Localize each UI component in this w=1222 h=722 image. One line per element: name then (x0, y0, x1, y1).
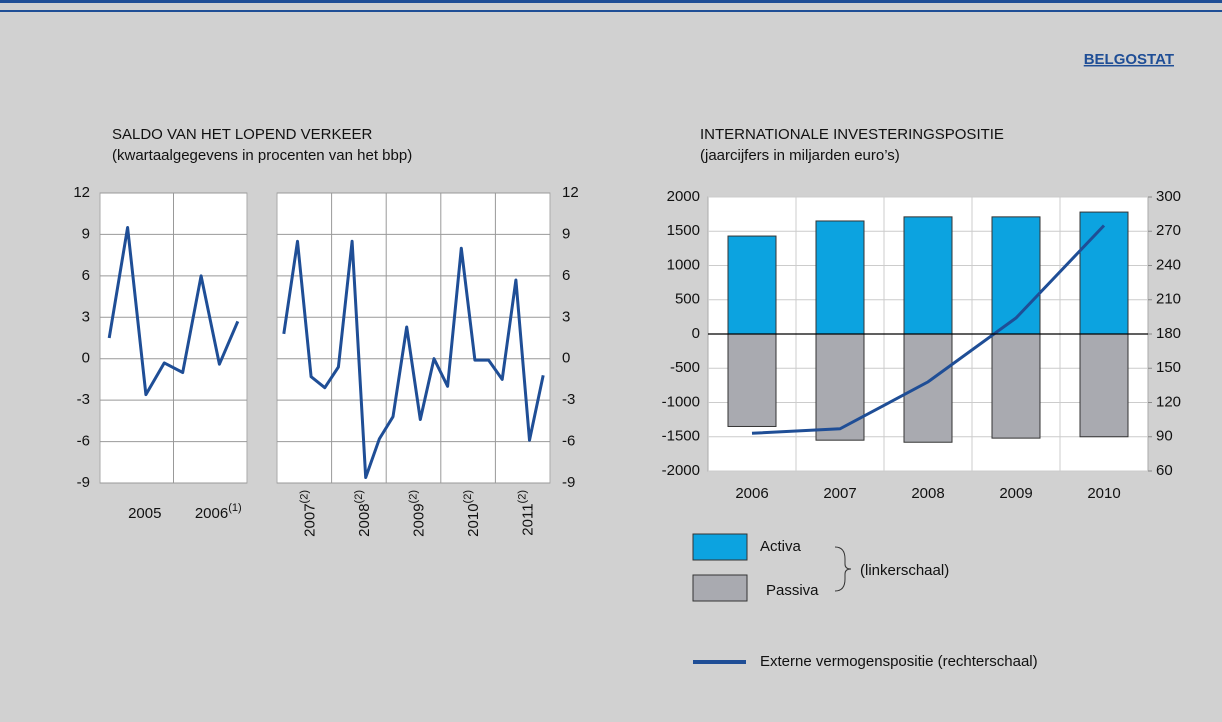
y2-tick-label: 60 (1156, 462, 1173, 479)
line-series (282, 239, 545, 479)
chart-title: INTERNATIONALE INVESTERINGSPOSITIE (700, 126, 1004, 143)
x-tick-label: 2010 (1087, 485, 1120, 502)
year: 2009 (410, 503, 427, 536)
y-tick-label: 1000 (667, 256, 700, 273)
y-tick-label-right: -3 (562, 391, 575, 408)
y-tick-label-right: 0 (562, 350, 570, 367)
x-tick-label: 2006(1) (195, 502, 242, 522)
belgostat-link[interactable]: BELGOSTAT (1084, 51, 1174, 68)
bar (815, 220, 865, 335)
chart-subtitle: (kwartaalgegevens in procenten van het b… (112, 147, 412, 164)
y-tick-label-right: -9 (562, 474, 575, 491)
line-series (751, 224, 1106, 435)
y-tick-label-right: 6 (562, 267, 570, 284)
line-series (107, 226, 240, 397)
y-tick-label: -1500 (662, 428, 700, 445)
y2-tick-label: 240 (1156, 256, 1181, 273)
legend-swatch (692, 574, 748, 602)
bar (903, 333, 953, 443)
x-tick-label: 2009(2) (407, 490, 427, 537)
y-tick-label-right: 9 (562, 225, 570, 242)
bar (903, 216, 953, 335)
y-tick-label: -9 (77, 474, 90, 491)
chart-title: SALDO VAN HET LOPEND VERKEER (112, 126, 373, 143)
bar (727, 235, 777, 335)
bar (815, 333, 865, 441)
y-tick-label: 1500 (667, 222, 700, 239)
legend-label: Passiva (766, 582, 819, 599)
y-tick-label: 2000 (667, 188, 700, 205)
legend-brace (834, 546, 852, 592)
year: 2008 (356, 503, 373, 536)
bar (991, 216, 1041, 335)
x-tick-label: 2009 (999, 485, 1032, 502)
bar (991, 333, 1041, 439)
x-tick-label: 2008 (911, 485, 944, 502)
y-tick-label: -500 (670, 359, 700, 376)
x-tick-label: 2007 (823, 485, 856, 502)
x-tick-label: 2006 (735, 485, 768, 502)
year: 2011 (520, 503, 537, 535)
y2-tick-label: 270 (1156, 222, 1181, 239)
year-note: (2) (298, 490, 310, 503)
y-tick-label: 0 (692, 325, 700, 342)
year-note: (2) (462, 490, 474, 503)
y-tick-label-right: 3 (562, 308, 570, 325)
chart-subtitle: (jaarcijfers in miljarden euro’s) (700, 147, 900, 164)
y-tick-label: 0 (82, 350, 90, 367)
y-tick-label: 500 (675, 291, 700, 308)
year: 2007 (301, 503, 318, 536)
y-tick-label: 3 (82, 308, 90, 325)
top-bar (0, 0, 1222, 3)
legend-label: Activa (760, 538, 802, 555)
y-tick-label: -2000 (662, 462, 700, 479)
legend-note: (linkerschaal) (860, 562, 949, 579)
y2-tick-label: 90 (1156, 428, 1173, 445)
y-tick-label: -6 (77, 433, 90, 450)
y-tick-label: -1000 (662, 393, 700, 410)
y2-tick-label: 120 (1156, 393, 1181, 410)
y-tick-label: 12 (73, 184, 90, 201)
y-tick-label: 9 (82, 225, 90, 242)
year-note: (1) (228, 502, 241, 514)
x-tick-label: 2011(2) (517, 490, 537, 536)
legend-label: Externe vermogenspositie (rechterschaal) (760, 653, 1038, 670)
x-tick-label: 2005 (128, 505, 161, 522)
plot-area (276, 192, 551, 484)
year-note: (2) (517, 490, 529, 503)
y2-tick-label: 300 (1156, 188, 1181, 205)
y-tick-label-right: 12 (562, 184, 579, 201)
x-tick-label: 2007(2) (298, 490, 318, 537)
y2-tick-label: 180 (1156, 325, 1181, 342)
legend-swatch (692, 533, 748, 561)
year: 2010 (465, 503, 482, 536)
bar (1079, 333, 1129, 438)
x-tick-label: 2008(2) (353, 490, 373, 537)
year: 2006 (195, 505, 228, 522)
x-tick-label: 2010(2) (462, 490, 482, 537)
year-note: (2) (353, 490, 365, 503)
y-tick-label: -3 (77, 391, 90, 408)
y-tick-label: 6 (82, 267, 90, 284)
y2-tick-label: 150 (1156, 359, 1181, 376)
y2-tick-label: 210 (1156, 291, 1181, 308)
bar (1079, 211, 1129, 335)
y-tick-label-right: -6 (562, 433, 575, 450)
year: 2005 (128, 505, 161, 522)
bar (727, 333, 777, 427)
year-note: (2) (407, 490, 419, 503)
